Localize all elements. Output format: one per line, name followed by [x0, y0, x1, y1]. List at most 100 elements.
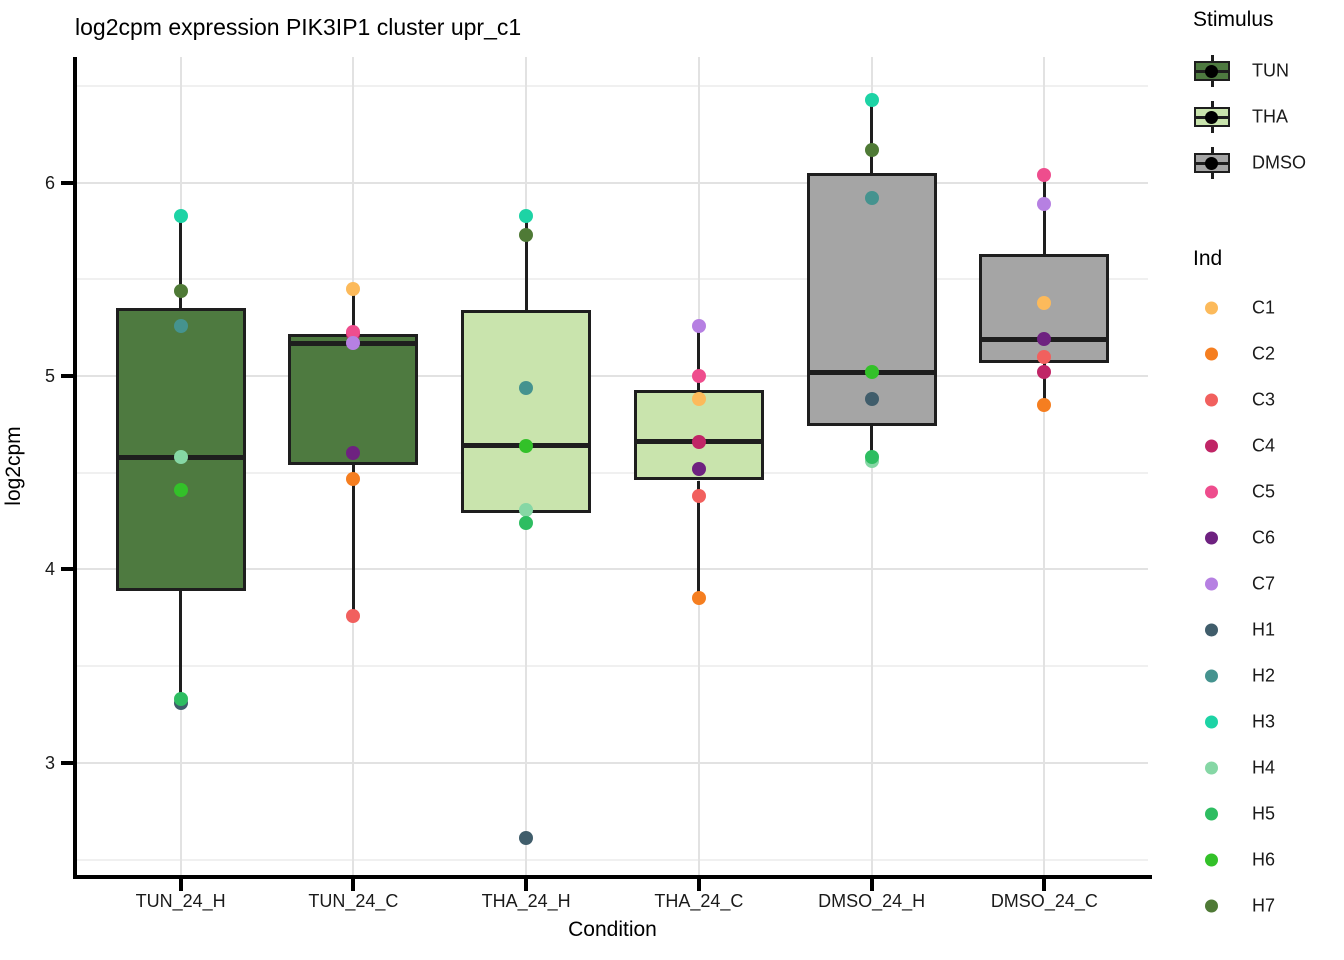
legend-ind-dot — [1205, 761, 1218, 775]
data-point-H4 — [519, 502, 534, 517]
legend-ind-item-H1: H1 — [1193, 614, 1343, 646]
y-tick-label: 5 — [44, 366, 55, 387]
legend-ind-dot — [1205, 899, 1218, 913]
data-point-H2 — [864, 191, 879, 206]
legend-ind-item-C6: C6 — [1193, 522, 1343, 554]
data-point-H7 — [519, 227, 534, 242]
legend-stimulus-label: DMSO — [1252, 152, 1306, 173]
legend-ind-dot — [1205, 301, 1218, 315]
whisker-upper — [524, 215, 528, 311]
data-point-C7 — [691, 318, 706, 333]
whisker-upper — [1042, 174, 1046, 255]
legend-ind-label: H5 — [1252, 803, 1276, 824]
data-point-C3 — [1037, 349, 1052, 364]
data-point-H7 — [864, 142, 879, 157]
x-category-label: THA_24_H — [481, 891, 571, 911]
boxplot-THA_24_H — [461, 310, 592, 514]
data-point-C1 — [691, 392, 706, 407]
y-tick-label: 4 — [44, 559, 55, 580]
y-tick — [61, 180, 73, 185]
boxplot-TUN_24_C — [288, 333, 419, 466]
legend-ind-label: C3 — [1252, 389, 1276, 410]
boxplot-TUN_24_H — [115, 308, 246, 591]
legend-ind-dot — [1205, 623, 1218, 637]
y-tick — [61, 374, 73, 379]
whisker-lower — [1042, 362, 1046, 406]
legend-ind-dot — [1205, 439, 1218, 453]
legend-stimulus-title: Stimulus — [1193, 8, 1274, 31]
legend-ind-item-H7: H7 — [1193, 890, 1343, 922]
legend-ind-item-C2: C2 — [1193, 338, 1343, 370]
legend-ind-label: C4 — [1252, 435, 1276, 456]
x-axis-title: Condition — [568, 918, 657, 941]
whisker-upper — [697, 325, 701, 390]
data-point-C5 — [1037, 167, 1052, 182]
x-category-label: DMSO_24_H — [818, 891, 926, 911]
whisker-upper — [870, 99, 874, 174]
legend-stimulus-item-DMSO: DMSO — [1193, 147, 1343, 179]
data-point-C3 — [691, 488, 706, 503]
plot-panel-frame: 3 4 5 6 TUN_24_H TUN_24_C THA_24_H THA_24_C DMSO… — [45, 57, 1152, 911]
data-point-C2 — [346, 471, 361, 486]
data-point-H6 — [173, 483, 188, 498]
minor-gridline — [77, 85, 1148, 87]
data-point-H2 — [173, 318, 188, 333]
plot-panel: 3 4 5 6 TUN_24_H TUN_24_C THA_24_H THA_24_C DMSO… — [45, 57, 1148, 911]
data-point-C5 — [346, 324, 361, 339]
category-gridline — [1043, 57, 1046, 875]
data-point-H7 — [173, 283, 188, 298]
data-point-H6 — [864, 365, 879, 380]
legend-stimulus-label: THA — [1252, 106, 1288, 127]
whisker-lower — [179, 590, 183, 699]
chart-title: log2cpm expression PIK3IP1 cluster upr_c… — [75, 14, 522, 40]
data-point-C4 — [691, 434, 706, 449]
data-point-C2 — [1037, 398, 1052, 413]
data-point-H3 — [519, 208, 534, 223]
data-point-H3 — [173, 208, 188, 223]
data-point-H5 — [864, 450, 879, 465]
legend-ind-dot — [1205, 347, 1218, 361]
legend-ind-label: H4 — [1252, 757, 1276, 778]
legend-stimulus-item-THA: THA — [1193, 101, 1343, 133]
legend-ind-item-C7: C7 — [1193, 568, 1343, 600]
legend-ind-label: C2 — [1252, 343, 1276, 364]
minor-gridline — [77, 471, 1148, 474]
legend-ind-dot — [1205, 669, 1218, 683]
data-point-C4 — [1037, 365, 1052, 380]
legend-stimulus-label: TUN — [1252, 60, 1289, 81]
major-gridline — [77, 568, 1148, 571]
data-point-H6 — [519, 438, 534, 453]
data-point-H2 — [519, 380, 534, 395]
key-point — [1205, 110, 1218, 124]
x-tick — [351, 879, 356, 891]
x-tick — [696, 879, 701, 891]
x-category-label: DMSO_24_C — [990, 891, 1098, 911]
legend-ind-dot — [1205, 807, 1218, 821]
x-tick — [178, 879, 183, 891]
legend-ind-dot — [1205, 393, 1218, 407]
legend-stimulus-item-TUN: TUN — [1193, 55, 1343, 87]
major-gridline — [77, 375, 1148, 378]
boxplot-DMSO_24_H — [806, 173, 937, 427]
minor-gridline — [77, 278, 1148, 281]
data-point-H5 — [173, 692, 188, 707]
legend-ind-label: C6 — [1252, 527, 1276, 548]
boxplot-key-glyph — [1193, 147, 1231, 179]
data-point-C3 — [346, 608, 361, 623]
legend-ind-item-C1: C1 — [1193, 292, 1343, 324]
legend-ind-item-H4: H4 — [1193, 752, 1343, 784]
legend-ind-dot — [1205, 853, 1218, 867]
minor-gridline — [77, 858, 1148, 861]
major-gridline — [77, 181, 1148, 184]
boxplot-key-glyph — [1193, 101, 1231, 133]
x-category-label: THA_24_C — [654, 891, 744, 911]
x-tick — [524, 879, 529, 891]
legend-ind-label: C1 — [1252, 297, 1276, 318]
legend-ind-item-C3: C3 — [1193, 384, 1343, 416]
legend-ind-label: H6 — [1252, 849, 1276, 870]
legend-ind-title: Ind — [1193, 247, 1223, 270]
y-tick — [61, 760, 73, 765]
legend-ind-dot — [1205, 577, 1218, 591]
x-tick — [869, 879, 874, 891]
whisker-upper — [351, 289, 355, 334]
